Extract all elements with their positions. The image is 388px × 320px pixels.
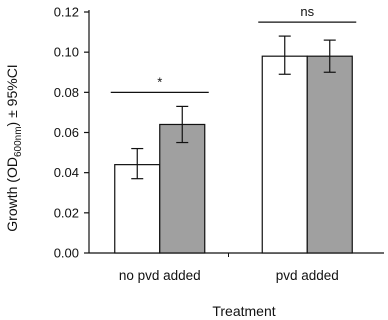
x-tick-label: no pvd added [119,268,201,283]
plot-area: 0.00 0.02 0.04 0.06 0.08 0.10 0.12 no pvd added… [54,4,384,283]
bar [159,123,206,254]
significance-label: ns [300,4,314,19]
y-tick-label: 0.04 [54,165,79,180]
y-tick-label: 0.02 [54,205,79,220]
y-axis-label-prefix: Growth (OD [4,157,20,232]
y-tick-label: 0.08 [54,85,79,100]
y-axis-label-suffix: ) ± 95%CI [4,64,20,126]
y-tick-label: 0.06 [54,125,79,140]
y-tick-label: 0.12 [54,5,79,20]
x-tick-label: pvd added [276,268,339,283]
bar [261,55,308,254]
y-tick-label: 0.10 [54,45,79,60]
x-axis-label: Treatment [212,303,275,319]
y-axis-label-subscript: 600nm [13,126,24,157]
y-tick-label: 0.00 [54,246,79,261]
significance-label: * [157,74,162,89]
bar [306,55,353,254]
y-axis-label: Growth (OD600nm) ± 95%CI [4,64,24,231]
